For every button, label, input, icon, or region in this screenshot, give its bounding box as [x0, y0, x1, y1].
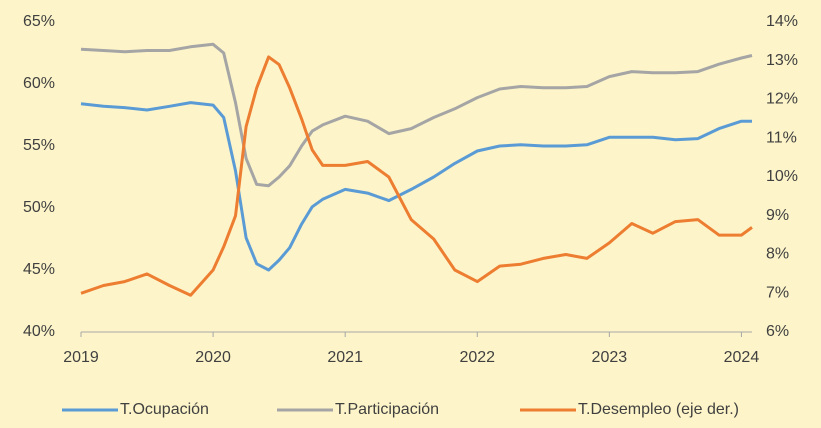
y-tick-label: 55% — [23, 137, 55, 154]
y2-tick-label: 10% — [766, 168, 798, 185]
series-line — [80, 101, 752, 272]
y-tick-label: 65% — [23, 13, 55, 30]
x-tick-label: 2022 — [459, 349, 495, 366]
legend-label: T.Participación — [335, 401, 439, 418]
legend-label: T.Desempleo (eje der.) — [578, 401, 739, 418]
y-tick-label: 60% — [23, 75, 55, 92]
y2-tick-label: 14% — [766, 13, 798, 30]
y2-tick-label: 9% — [766, 207, 789, 224]
x-tick-label: 2024 — [724, 349, 760, 366]
y2-tick-label: 11% — [766, 129, 797, 146]
y-tick-label: 50% — [23, 199, 55, 216]
series-line — [80, 55, 753, 297]
legend-label: T.Ocupación — [120, 401, 209, 418]
y-tick-label: 45% — [23, 261, 55, 278]
y2-tick-label: 8% — [766, 246, 789, 263]
x-tick-label: 2023 — [592, 349, 628, 366]
series-line — [80, 42, 753, 188]
y2-tick-label: 7% — [766, 284, 789, 301]
x-tick-label: 2020 — [195, 349, 231, 366]
y2-tick-label: 6% — [766, 323, 789, 340]
y2-tick-label: 13% — [766, 52, 798, 69]
x-tick-label: 2021 — [327, 349, 363, 366]
y-tick-label: 40% — [23, 323, 55, 340]
x-tick-label: 2019 — [63, 349, 99, 366]
y2-tick-label: 12% — [766, 91, 798, 108]
